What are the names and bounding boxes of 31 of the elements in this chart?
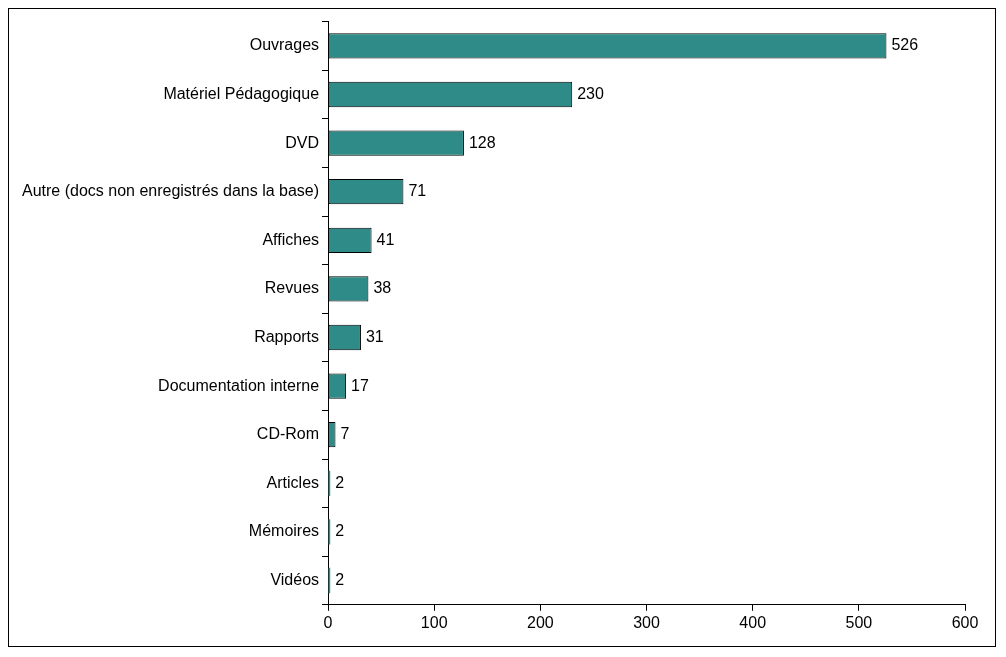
data-label: 17	[351, 376, 369, 394]
y-tick-label: Ouvrages	[249, 36, 320, 54]
x-tick-label: 600	[951, 613, 979, 631]
y-tick-label: Rapports	[254, 327, 320, 345]
data-label: 230	[577, 84, 605, 102]
x-tick-label: 400	[739, 613, 767, 631]
x-tick-label: 500	[845, 613, 873, 631]
data-label: 128	[468, 133, 496, 151]
data-label: 2	[335, 522, 345, 540]
x-tick-label: 200	[527, 613, 554, 631]
y-tick-label: Matériel Pédagogique	[163, 84, 320, 102]
data-label: 2	[335, 473, 345, 491]
data-label: 526	[891, 36, 919, 54]
data-label: 7	[340, 425, 350, 443]
x-tick-label: 0	[323, 613, 333, 631]
y-tick-label: DVD	[285, 133, 320, 151]
y-tick-label: Vidéos	[270, 570, 320, 588]
x-tick-label: 300	[633, 613, 660, 631]
y-tick-label: Documentation interne	[158, 376, 320, 394]
data-label: 2	[335, 570, 345, 588]
y-tick-label: Articles	[266, 473, 320, 491]
x-tick-label: 100	[420, 613, 448, 631]
data-label: 41	[376, 230, 395, 248]
data-label: 31	[365, 327, 384, 345]
data-label: 71	[408, 182, 427, 200]
y-tick-label: CD-Rom	[256, 425, 320, 443]
data-label: 38	[373, 279, 392, 297]
y-tick-label: Mémoires	[248, 522, 320, 540]
y-tick-label: Affiches	[262, 230, 320, 248]
y-tick-label: Autre (docs non enregistrés dans la base)	[21, 182, 320, 200]
y-tick-label: Revues	[264, 279, 320, 297]
